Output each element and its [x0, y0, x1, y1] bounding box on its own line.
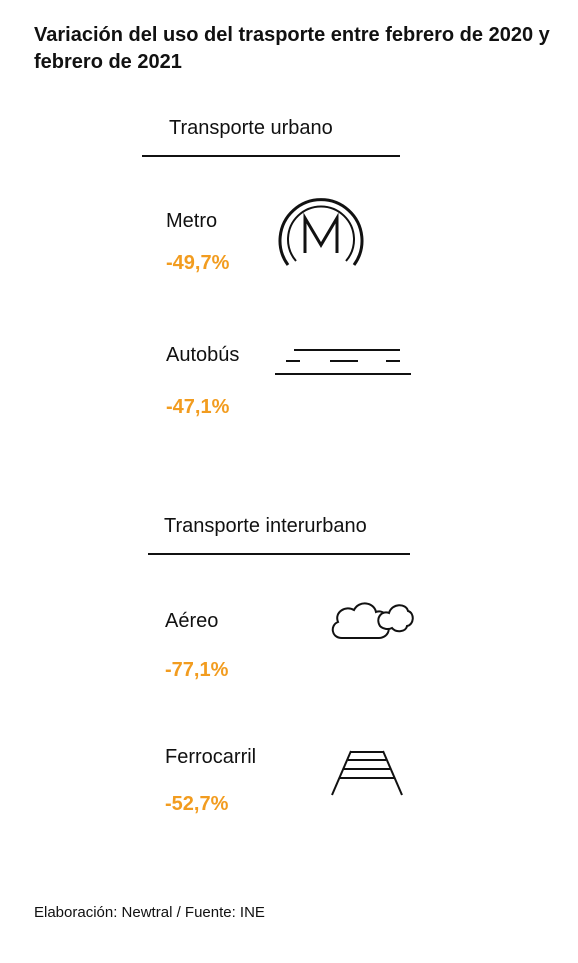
page-title: Variación del uso del trasporte entre fe… — [34, 24, 550, 73]
item-value-metro: -49,7% — [166, 252, 230, 274]
metro-icon — [278, 198, 364, 266]
item-label-autobus: Autobús — [166, 344, 240, 366]
item-value-aereo: -77,1% — [165, 659, 229, 681]
item-value-ferrocarril: -52,7% — [165, 793, 229, 815]
item-value-autobus: -47,1% — [166, 396, 230, 418]
item-label-metro: Metro — [166, 210, 218, 232]
footer-credits: Elaboración: Newtral / Fuente: INE — [34, 904, 265, 921]
item-label-aereo: Aéreo — [165, 610, 219, 632]
section-heading-interurban: Transporte interurbano — [164, 515, 367, 537]
railway-track-icon — [331, 750, 403, 796]
section-heading-urban: Transporte urbano — [169, 117, 333, 139]
road-icon — [275, 349, 411, 375]
section-divider-interurban — [148, 553, 410, 555]
cloud-icon — [331, 602, 414, 639]
section-divider-urban — [142, 155, 400, 157]
item-label-ferrocarril: Ferrocarril — [165, 746, 257, 768]
